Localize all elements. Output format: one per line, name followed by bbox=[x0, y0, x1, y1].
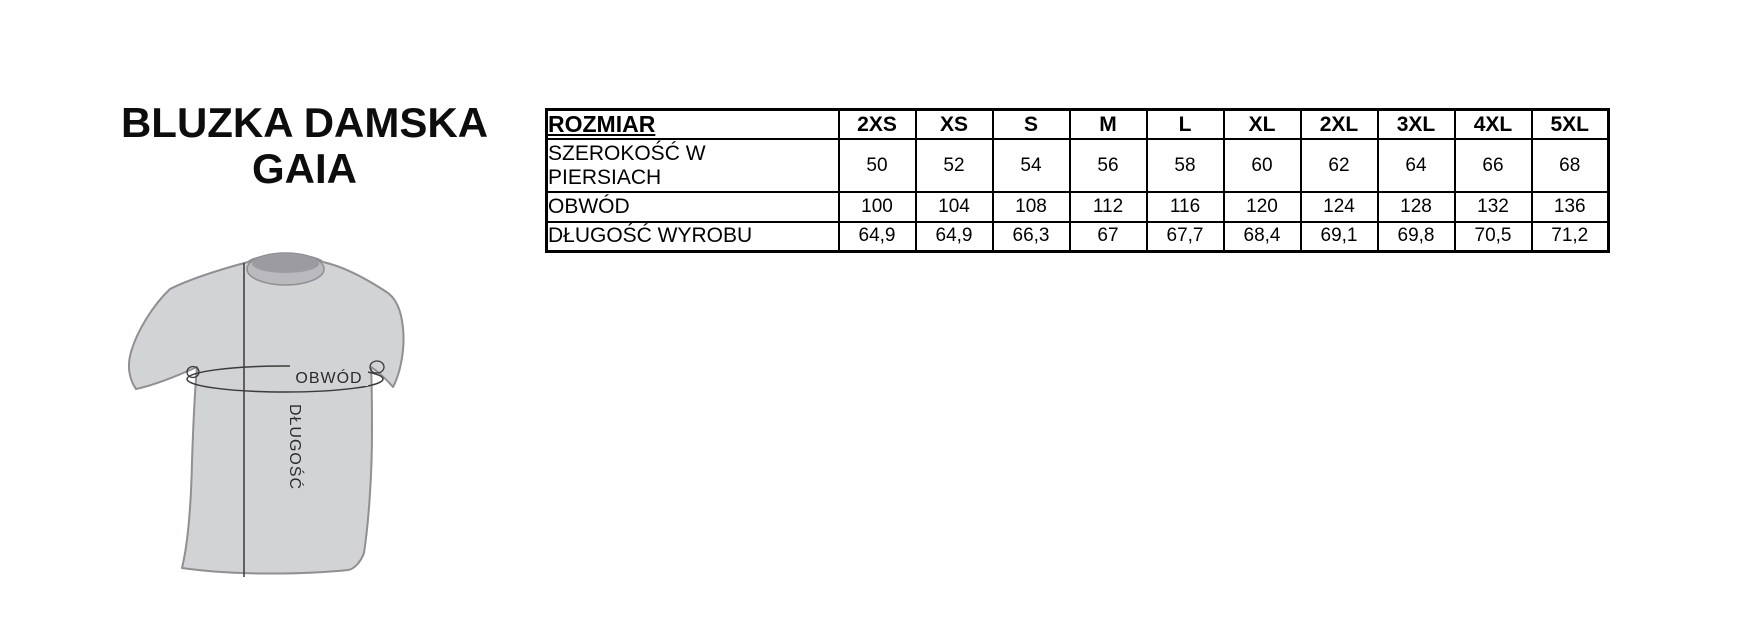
row-label-product-length: DŁUGOŚĆ WYROBU bbox=[545, 221, 840, 252]
table-cell: 60 bbox=[1222, 138, 1302, 193]
table-cell: 124 bbox=[1299, 191, 1379, 223]
table-cell: 68,4 bbox=[1222, 221, 1302, 252]
table-cell: 108 bbox=[991, 191, 1071, 223]
product-title-line2: GAIA bbox=[252, 145, 357, 192]
circumference-label-backdrop bbox=[290, 365, 368, 386]
tshirt-body bbox=[127, 253, 405, 575]
size-table-corner-header: ROZMIAR bbox=[545, 108, 840, 140]
size-column-header-5xl: 5XL bbox=[1530, 108, 1610, 140]
size-column-header-m: M bbox=[1068, 108, 1148, 140]
table-cell: 64,9 bbox=[914, 221, 994, 252]
table-cell: 67 bbox=[1068, 221, 1148, 252]
tshirt-diagram-svg: OBWÓD DŁUGOŚĆ bbox=[127, 252, 405, 577]
circumference-tip-curl-right bbox=[369, 360, 385, 374]
product-title-line1: BLUZKA DAMSKA bbox=[120, 99, 489, 146]
table-cell: 116 bbox=[1145, 191, 1225, 223]
table-cell: 71,2 bbox=[1530, 221, 1610, 252]
row-label-text: SZEROKOŚĆ W PIERSIACH bbox=[548, 141, 706, 189]
length-label: DŁUGOŚĆ bbox=[286, 404, 305, 490]
table-cell: 104 bbox=[914, 191, 994, 223]
table-cell: 69,1 bbox=[1299, 221, 1379, 252]
table-cell: 56 bbox=[1068, 138, 1148, 193]
size-table-header-row: ROZMIAR 2XS XS S M L XL 2XL 3XL 4XL 5XL bbox=[545, 108, 1610, 140]
table-cell: 62 bbox=[1299, 138, 1379, 193]
table-cell: 112 bbox=[1068, 191, 1148, 223]
product-title: BLUZKA DAMSKA GAIA bbox=[52, 100, 557, 192]
size-column-header-s: S bbox=[991, 108, 1071, 140]
size-table: ROZMIAR 2XS XS S M L XL 2XL 3XL 4XL 5XL … bbox=[545, 108, 1610, 253]
table-cell: 66,3 bbox=[991, 221, 1071, 252]
tshirt-collar-band bbox=[252, 254, 319, 273]
table-cell: 64 bbox=[1376, 138, 1456, 193]
table-cell: 68 bbox=[1530, 138, 1610, 193]
table-cell: 128 bbox=[1376, 191, 1456, 223]
table-cell: 54 bbox=[991, 138, 1071, 193]
row-label-chest-width: SZEROKOŚĆ W PIERSIACH bbox=[545, 138, 840, 193]
table-row-circumference: OBWÓD 100 104 108 112 116 120 124 128 13… bbox=[545, 191, 1610, 223]
table-cell: 100 bbox=[837, 191, 917, 223]
size-column-header-l: L bbox=[1145, 108, 1225, 140]
size-column-header-xs: XS bbox=[914, 108, 994, 140]
circumference-measure-ellipse bbox=[186, 365, 384, 393]
tshirt-diagram: OBWÓD DŁUGOŚĆ bbox=[105, 215, 415, 590]
table-cell: 64,9 bbox=[837, 221, 917, 252]
row-label-circumference: OBWÓD bbox=[545, 191, 840, 223]
table-cell: 52 bbox=[914, 138, 994, 193]
table-cell: 132 bbox=[1453, 191, 1533, 223]
table-cell: 50 bbox=[837, 138, 917, 193]
size-column-header-2xl: 2XL bbox=[1299, 108, 1379, 140]
size-column-header-4xl: 4XL bbox=[1453, 108, 1533, 140]
size-column-header-2xs: 2XS bbox=[837, 108, 917, 140]
table-cell: 66 bbox=[1453, 138, 1533, 193]
circumference-label: OBWÓD bbox=[295, 368, 362, 387]
table-row-chest-width: SZEROKOŚĆ W PIERSIACH 50 52 54 56 58 60 … bbox=[545, 138, 1610, 193]
circumference-tip-curl-left bbox=[186, 365, 200, 379]
table-cell: 58 bbox=[1145, 138, 1225, 193]
size-column-header-3xl: 3XL bbox=[1376, 108, 1456, 140]
table-cell: 70,5 bbox=[1453, 221, 1533, 252]
size-column-header-xl: XL bbox=[1222, 108, 1302, 140]
table-row-product-length: DŁUGOŚĆ WYROBU 64,9 64,9 66,3 67 67,7 68… bbox=[545, 221, 1610, 252]
table-cell: 136 bbox=[1530, 191, 1610, 223]
table-cell: 67,7 bbox=[1145, 221, 1225, 252]
table-cell: 120 bbox=[1222, 191, 1302, 223]
table-cell: 69,8 bbox=[1376, 221, 1456, 252]
